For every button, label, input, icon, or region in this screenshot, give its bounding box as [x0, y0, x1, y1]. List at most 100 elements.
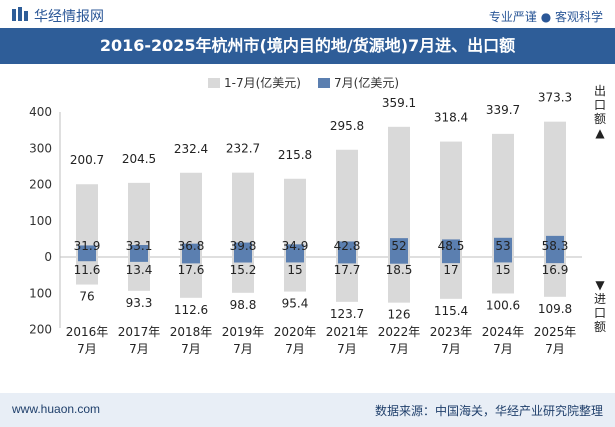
bar-import-cumulative — [440, 257, 462, 299]
label-import-month: 15 — [287, 263, 302, 277]
bar-import-month — [78, 257, 96, 262]
bar-import-month — [546, 257, 564, 264]
logo-text: 华经情报网 — [34, 9, 104, 25]
x-tick-label: 2024年 — [482, 325, 525, 339]
label-import-month: 17 — [443, 263, 458, 277]
label-import-cumulative: 123.7 — [330, 307, 364, 321]
bar-export-cumulative — [336, 149, 358, 257]
bar-export-month — [338, 241, 356, 257]
bar-import-cumulative — [336, 257, 358, 302]
footer-source: 数据来源：中国海关，华经产业研究院整理 — [374, 404, 603, 418]
bar-import-cumulative — [284, 257, 306, 292]
bar-export-cumulative — [232, 172, 254, 257]
x-tick-label: 7月 — [129, 342, 149, 356]
x-tick-label: 7月 — [233, 342, 253, 356]
import-arrow-icon: ▼ — [595, 278, 605, 292]
x-tick-label: 2021年 — [326, 325, 369, 339]
bar-export-month — [182, 243, 200, 257]
bar-export-month — [390, 238, 408, 257]
label-export-month: 58.3 — [542, 239, 569, 253]
y-tick-label: 100 — [29, 214, 52, 228]
x-tick-label: 2020年 — [274, 325, 317, 339]
bar-import-cumulative — [128, 257, 150, 291]
bar-import-month — [494, 257, 512, 263]
bar-export-cumulative — [76, 184, 98, 257]
bar-import-month — [442, 257, 460, 264]
bar-import-month — [182, 257, 200, 264]
x-tick-label: 2022年 — [378, 325, 421, 339]
x-tick-label: 2017年 — [118, 325, 161, 339]
label-export-cumulative: 204.5 — [122, 152, 156, 166]
bar-import-month — [390, 257, 408, 264]
bar-export-month — [442, 239, 460, 257]
data-labels: 200.7 31.9 11.6 76 204.5 33.1 13.4 93.3 232.4 36.… — [70, 91, 572, 322]
label-import-month: 15 — [495, 263, 510, 277]
legend: 1-7月(亿美元) 7月(亿美元) — [208, 75, 399, 90]
footer: www.huaon.com 数据来源：中国海关，华经产业研究院整理 — [0, 393, 615, 427]
footer-url: www.huaon.com — [12, 402, 101, 416]
x-tick-label: 7月 — [389, 342, 409, 356]
bar-export-month — [130, 245, 148, 257]
bar-export-month — [546, 235, 564, 257]
legend-swatch-cumulative — [208, 78, 220, 88]
label-import-cumulative: 98.8 — [230, 298, 257, 312]
tagline: 专业严谨 ● 客观科学 — [488, 10, 603, 24]
x-tick-label: 7月 — [545, 342, 565, 356]
bar-export-cumulative — [180, 172, 202, 257]
bar-import-month — [234, 257, 252, 263]
label-import-cumulative: 109.8 — [538, 302, 572, 316]
bar-import-cumulative — [180, 257, 202, 298]
y-tick-label: 200 — [29, 178, 52, 192]
label-export-month: 52 — [391, 239, 406, 253]
label-export-month: 42.8 — [334, 239, 361, 253]
legend-label-month: 7月(亿美元) — [334, 75, 399, 90]
chart: 1-7月(亿美元) 7月(亿美元) 400 300 200 100 0 100 200 20… — [29, 75, 582, 356]
x-tick-label: 2019年 — [222, 325, 265, 339]
y-tick-label: 200 — [29, 323, 52, 337]
export-arrow-icon: ▲ — [595, 126, 605, 140]
x-tick-label: 7月 — [77, 342, 97, 356]
import-label: 进口额 — [593, 292, 606, 334]
x-tick-label: 7月 — [337, 342, 357, 356]
label-export-cumulative: 373.3 — [538, 91, 572, 105]
x-tick-label: 2025年 — [534, 325, 577, 339]
label-export-month: 33.1 — [126, 239, 153, 253]
bars — [76, 121, 566, 303]
label-export-month: 36.8 — [178, 239, 205, 253]
top-bar: 华经情报网 专业严谨 ● 客观科学 — [0, 0, 615, 28]
label-export-cumulative: 232.7 — [226, 142, 260, 156]
bar-export-month — [494, 237, 512, 257]
label-import-month: 17.7 — [334, 263, 361, 277]
bar-export-month — [234, 242, 252, 257]
bar-import-month — [338, 257, 356, 264]
bar-import-cumulative — [492, 257, 514, 294]
x-tick-label: 7月 — [493, 342, 513, 356]
label-import-month: 17.6 — [178, 263, 205, 277]
bar-export-cumulative — [128, 182, 150, 257]
y-axis: 400 300 200 100 0 100 200 — [29, 105, 52, 337]
label-export-month: 48.5 — [438, 239, 465, 253]
bar-import-month — [130, 257, 148, 262]
y-tick-label: 300 — [29, 141, 52, 155]
bar-export-cumulative — [544, 121, 566, 258]
label-import-cumulative: 115.4 — [434, 304, 468, 318]
label-import-month: 16.9 — [542, 263, 569, 277]
label-export-cumulative: 232.4 — [174, 142, 208, 156]
label-export-month: 31.9 — [74, 239, 101, 253]
bar-export-cumulative — [388, 126, 410, 257]
legend-swatch-month — [318, 78, 330, 88]
label-export-cumulative: 318.4 — [434, 111, 468, 125]
logo-icon — [12, 7, 28, 21]
label-import-cumulative: 93.3 — [126, 296, 153, 310]
x-tick-label: 7月 — [285, 342, 305, 356]
label-export-cumulative: 359.1 — [382, 96, 416, 110]
x-tick-label: 7月 — [441, 342, 461, 356]
y-tick-label: 0 — [44, 250, 52, 264]
export-side-label: 出口额 ▲ — [592, 84, 608, 140]
label-export-month: 39.8 — [230, 239, 257, 253]
bar-export-month — [78, 245, 96, 257]
label-import-cumulative: 126 — [388, 308, 411, 322]
bar-import-cumulative — [544, 257, 566, 297]
label-export-cumulative: 200.7 — [70, 153, 104, 167]
bar-import-cumulative — [388, 257, 410, 303]
